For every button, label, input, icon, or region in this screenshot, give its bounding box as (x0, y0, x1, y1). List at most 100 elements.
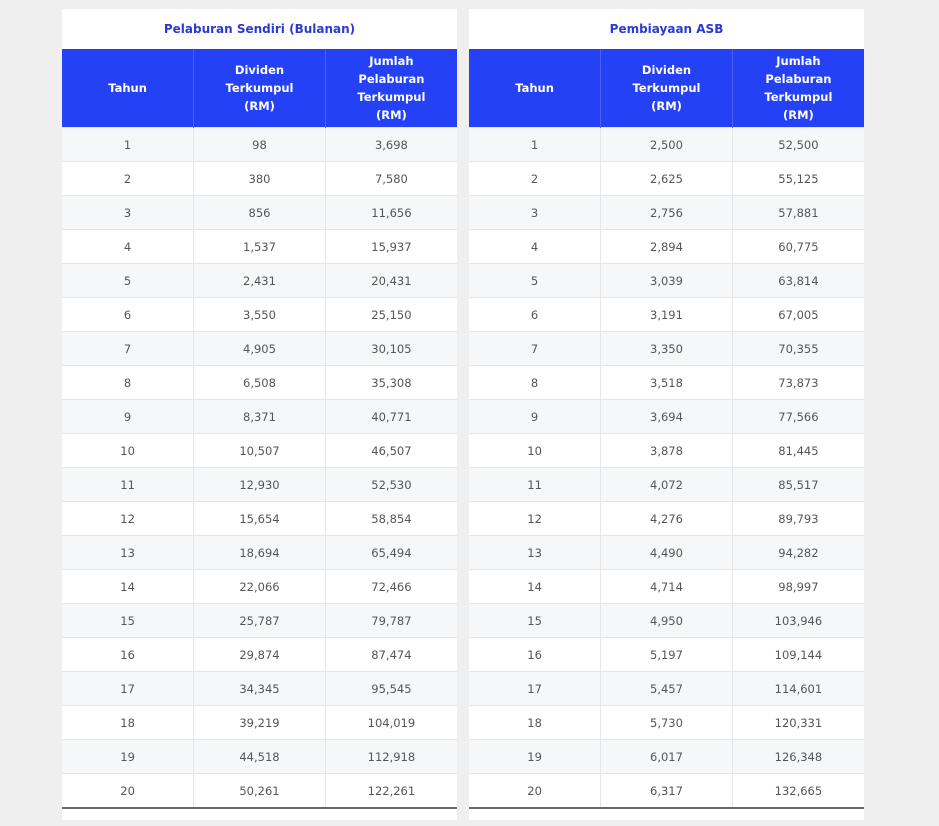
table-cell: 3,518 (600, 365, 733, 400)
table-cell: 18 (62, 705, 194, 740)
table-row: 9 8,371 40,771 (62, 399, 457, 434)
table-cell: 52,500 (731, 127, 864, 162)
table-cell: 3,191 (600, 297, 733, 332)
table-cell: 4,490 (600, 535, 733, 570)
table-cell: 17 (469, 671, 601, 706)
table-row: 4 1,537 15,937 (62, 229, 457, 264)
column-header: Jumlah Pelaburan Terkumpul (RM) (731, 49, 864, 128)
table-row: 14 4,714 98,997 (469, 569, 864, 604)
table-cell: 29,874 (193, 637, 326, 672)
table-cell: 34,345 (193, 671, 326, 706)
table-row: 17 5,457 114,601 (469, 671, 864, 706)
table-cell: 11 (62, 467, 194, 502)
table-cell: 3,550 (193, 297, 326, 332)
table-row: 8 3,518 73,873 (469, 365, 864, 400)
table-row: 3 2,756 57,881 (469, 195, 864, 230)
table-row: 10 10,507 46,507 (62, 433, 457, 468)
table-cell: 72,466 (324, 569, 457, 604)
column-header: Dividen Terkumpul (RM) (600, 49, 733, 128)
table-cell: 18 (469, 705, 601, 740)
table-cell: 4,714 (600, 569, 733, 604)
table-cell: 73,873 (731, 365, 864, 400)
table-cell: 6 (62, 297, 194, 332)
table-cell: 44,518 (193, 739, 326, 774)
table-cell: 13 (469, 535, 601, 570)
table-cell: 7 (62, 331, 194, 366)
table-row: 3 856 11,656 (62, 195, 457, 230)
table-cell: 3,350 (600, 331, 733, 366)
table-cell: 2,756 (600, 195, 733, 230)
table-cell: 3 (469, 195, 601, 230)
table-cell: 5,457 (600, 671, 733, 706)
table-cell: 16 (469, 637, 601, 672)
table-cell: 89,793 (731, 501, 864, 536)
table-cell: 12,930 (193, 467, 326, 502)
table-cell: 12 (469, 501, 601, 536)
table-cell: 46,507 (324, 433, 457, 468)
table-head: Tahun Dividen Terkumpul (RM) Jumlah Pelabu… (469, 49, 864, 128)
table-cell: 30,105 (324, 331, 457, 366)
table-cell: 57,881 (731, 195, 864, 230)
table-cell: 15,654 (193, 501, 326, 536)
table-row: 17 34,345 95,545 (62, 671, 457, 706)
table-head: Tahun Dividen Terkumpul (RM) Jumlah Pelabu… (62, 49, 457, 128)
table-cell: 98 (193, 127, 326, 162)
table-row: 5 3,039 63,814 (469, 263, 864, 298)
table-row: 6 3,191 67,005 (469, 297, 864, 332)
table-cell: 85,517 (731, 467, 864, 502)
table-row: 19 44,518 112,918 (62, 739, 457, 774)
table-row: 8 6,508 35,308 (62, 365, 457, 400)
table-cell: 20,431 (324, 263, 457, 298)
table-cell: 5 (62, 263, 194, 298)
table-cell: 6,508 (193, 365, 326, 400)
table-cell: 15,937 (324, 229, 457, 264)
table-cell: 11 (469, 467, 601, 502)
table-cell: 14 (469, 569, 601, 604)
table-row: 2 2,625 55,125 (469, 161, 864, 196)
table-cell: 81,445 (731, 433, 864, 468)
table-cell: 98,997 (731, 569, 864, 604)
table-cell: 19 (62, 739, 194, 774)
table-row: 5 2,431 20,431 (62, 263, 457, 298)
table-cell: 4,905 (193, 331, 326, 366)
table-cell: 8,371 (193, 399, 326, 434)
table-row: 1 98 3,698 (62, 127, 457, 162)
table-cell: 8 (62, 365, 194, 400)
table-cell: 22,066 (193, 569, 326, 604)
table-row: 2 380 7,580 (62, 161, 457, 196)
table-cell: 20 (62, 773, 194, 809)
column-header: Jumlah Pelaburan Terkumpul (RM) (324, 49, 457, 128)
column-header: Tahun (62, 49, 194, 128)
table-cell: 5 (469, 263, 601, 298)
table-cell: 20 (469, 773, 601, 809)
table-panel: Pembiayaan ASB Tahun Dividen Terkumpul (RM… (469, 9, 864, 820)
table-cell: 18,694 (193, 535, 326, 570)
table-title: Pembiayaan ASB (609, 22, 724, 36)
table-cell: 126,348 (731, 739, 864, 774)
table-cell: 3 (62, 195, 194, 230)
table-cell: 4,276 (600, 501, 733, 536)
table-cell: 2,431 (193, 263, 326, 298)
column-header: Dividen Terkumpul (RM) (193, 49, 326, 128)
table-cell: 35,308 (324, 365, 457, 400)
table-row: 11 12,930 52,530 (62, 467, 457, 502)
table-row: 1 2,500 52,500 (469, 127, 864, 162)
table-cell: 6,317 (600, 773, 733, 809)
data-table: Tahun Dividen Terkumpul (RM) Jumlah Pelabu… (469, 49, 864, 809)
table-cell: 19 (469, 739, 601, 774)
table-cell: 67,005 (731, 297, 864, 332)
table-cell: 60,775 (731, 229, 864, 264)
table-cell: 2,500 (600, 127, 733, 162)
data-table: Tahun Dividen Terkumpul (RM) Jumlah Pelabu… (62, 49, 457, 809)
table-cell: 16 (62, 637, 194, 672)
table-body: 1 2,500 52,500 2 2,625 55,125 3 2,756 57,881 4 2,8… (469, 127, 864, 809)
table-cell: 4 (469, 229, 601, 264)
table-cell: 380 (193, 161, 326, 196)
table-cell: 10 (469, 433, 601, 468)
table-cell: 55,125 (731, 161, 864, 196)
header-row: Tahun Dividen Terkumpul (RM) Jumlah Pelabu… (469, 49, 864, 128)
table-cell: 15 (469, 603, 601, 638)
table-cell: 5,730 (600, 705, 733, 740)
table-row: 7 3,350 70,355 (469, 331, 864, 366)
table-body: 1 98 3,698 2 380 7,580 3 856 11,656 4 1,537 15,937 5… (62, 127, 457, 809)
